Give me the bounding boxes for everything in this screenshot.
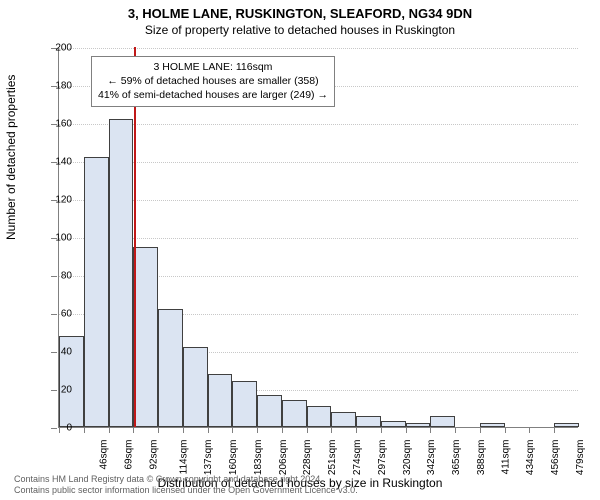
x-tick-label: 206sqm xyxy=(278,440,289,476)
x-tick-label: 456sqm xyxy=(550,440,561,476)
y-tick-label: 60 xyxy=(44,309,72,320)
x-tick xyxy=(505,427,506,433)
histogram-bar xyxy=(356,416,381,427)
x-tick xyxy=(158,427,159,433)
x-tick xyxy=(331,427,332,433)
histogram-bar xyxy=(84,157,109,427)
histogram-bar xyxy=(406,423,431,427)
grid-line xyxy=(59,124,578,125)
histogram-chart: 3 HOLME LANE: 116sqm← 59% of detached ho… xyxy=(58,48,578,428)
attribution-footer: Contains HM Land Registry data © Crown c… xyxy=(14,474,358,497)
x-tick-label: 251sqm xyxy=(327,440,338,476)
x-tick xyxy=(257,427,258,433)
grid-line xyxy=(59,162,578,163)
annotation-line: ← 59% of detached houses are smaller (35… xyxy=(98,74,328,88)
annotation-line: 41% of semi-detached houses are larger (… xyxy=(98,88,328,102)
annotation-box: 3 HOLME LANE: 116sqm← 59% of detached ho… xyxy=(91,56,335,107)
y-tick-label: 160 xyxy=(44,119,72,130)
histogram-bar xyxy=(257,395,282,427)
plot-area: 3 HOLME LANE: 116sqm← 59% of detached ho… xyxy=(58,48,578,428)
histogram-bar xyxy=(109,119,134,427)
grid-line xyxy=(59,48,578,49)
x-tick-label: 46sqm xyxy=(99,440,110,470)
x-tick-label: 342sqm xyxy=(426,440,437,476)
grid-line xyxy=(59,200,578,201)
histogram-bar xyxy=(554,423,579,427)
y-tick-label: 0 xyxy=(44,423,72,434)
x-tick-label: 320sqm xyxy=(402,440,413,476)
x-tick xyxy=(430,427,431,433)
y-tick-label: 120 xyxy=(44,195,72,206)
x-tick xyxy=(455,427,456,433)
x-tick xyxy=(208,427,209,433)
x-tick xyxy=(480,427,481,433)
histogram-bar xyxy=(381,421,406,427)
y-tick-label: 80 xyxy=(44,271,72,282)
histogram-bar xyxy=(430,416,455,427)
histogram-bar xyxy=(282,400,307,427)
histogram-bar xyxy=(158,309,183,427)
x-tick xyxy=(133,427,134,433)
x-tick xyxy=(282,427,283,433)
y-tick-label: 140 xyxy=(44,157,72,168)
page-subtitle: Size of property relative to detached ho… xyxy=(0,23,600,37)
footer-line-2: Contains public sector information licen… xyxy=(14,485,358,496)
x-tick xyxy=(109,427,110,433)
histogram-bar xyxy=(480,423,505,427)
y-axis-title: Number of detached properties xyxy=(4,75,18,240)
x-tick xyxy=(406,427,407,433)
x-tick-label: 274sqm xyxy=(352,440,363,476)
x-tick-label: 183sqm xyxy=(253,440,264,476)
y-tick-label: 20 xyxy=(44,385,72,396)
x-tick xyxy=(381,427,382,433)
x-tick-label: 228sqm xyxy=(303,440,314,476)
y-tick-label: 40 xyxy=(44,347,72,358)
annotation-line: 3 HOLME LANE: 116sqm xyxy=(98,60,328,74)
x-tick-label: 479sqm xyxy=(575,440,586,476)
x-tick-label: 92sqm xyxy=(148,440,159,470)
histogram-bar xyxy=(208,374,233,427)
x-tick-label: 160sqm xyxy=(228,440,239,476)
x-tick xyxy=(356,427,357,433)
x-tick-label: 69sqm xyxy=(124,440,135,470)
x-tick-label: 297sqm xyxy=(377,440,388,476)
x-tick xyxy=(84,427,85,433)
y-tick-label: 180 xyxy=(44,81,72,92)
y-tick-label: 100 xyxy=(44,233,72,244)
footer-line-1: Contains HM Land Registry data © Crown c… xyxy=(14,474,358,485)
page-title: 3, HOLME LANE, RUSKINGTON, SLEAFORD, NG3… xyxy=(0,6,600,21)
x-tick-label: 365sqm xyxy=(451,440,462,476)
x-tick-label: 137sqm xyxy=(204,440,215,476)
y-tick-label: 200 xyxy=(44,43,72,54)
histogram-bar xyxy=(307,406,332,427)
x-tick xyxy=(183,427,184,433)
x-tick-label: 388sqm xyxy=(476,440,487,476)
grid-line xyxy=(59,238,578,239)
histogram-bar xyxy=(133,247,158,428)
x-tick xyxy=(529,427,530,433)
histogram-bar xyxy=(331,412,356,427)
x-tick xyxy=(232,427,233,433)
histogram-bar xyxy=(232,381,257,427)
x-tick xyxy=(307,427,308,433)
x-tick-label: 434sqm xyxy=(525,440,536,476)
x-tick-label: 114sqm xyxy=(178,440,189,475)
x-tick-label: 411sqm xyxy=(500,440,511,475)
x-tick xyxy=(554,427,555,433)
histogram-bar xyxy=(183,347,208,427)
